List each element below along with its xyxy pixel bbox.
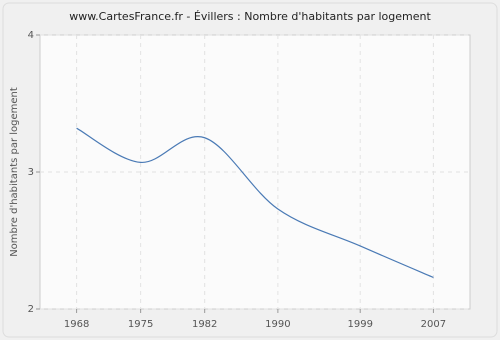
- y-axis-label: Nombre d'habitants par logement: [9, 87, 20, 257]
- x-tick-label: 1982: [192, 319, 217, 330]
- x-tick-label: 1968: [64, 319, 89, 330]
- chart-title: www.CartesFrance.fr - Évillers : Nombre …: [69, 10, 431, 23]
- x-tick-label: 1999: [347, 319, 372, 330]
- line: [76, 127, 434, 279]
- y-tick-label: 2: [28, 304, 34, 315]
- y-tick-label: 3: [28, 167, 34, 178]
- x-tick-label: 1975: [128, 319, 153, 330]
- x-tick-label: 1990: [265, 319, 290, 330]
- plot-area: [39, 34, 471, 310]
- y-tick-label: 4: [28, 30, 34, 41]
- x-tick-label: 2007: [421, 319, 446, 330]
